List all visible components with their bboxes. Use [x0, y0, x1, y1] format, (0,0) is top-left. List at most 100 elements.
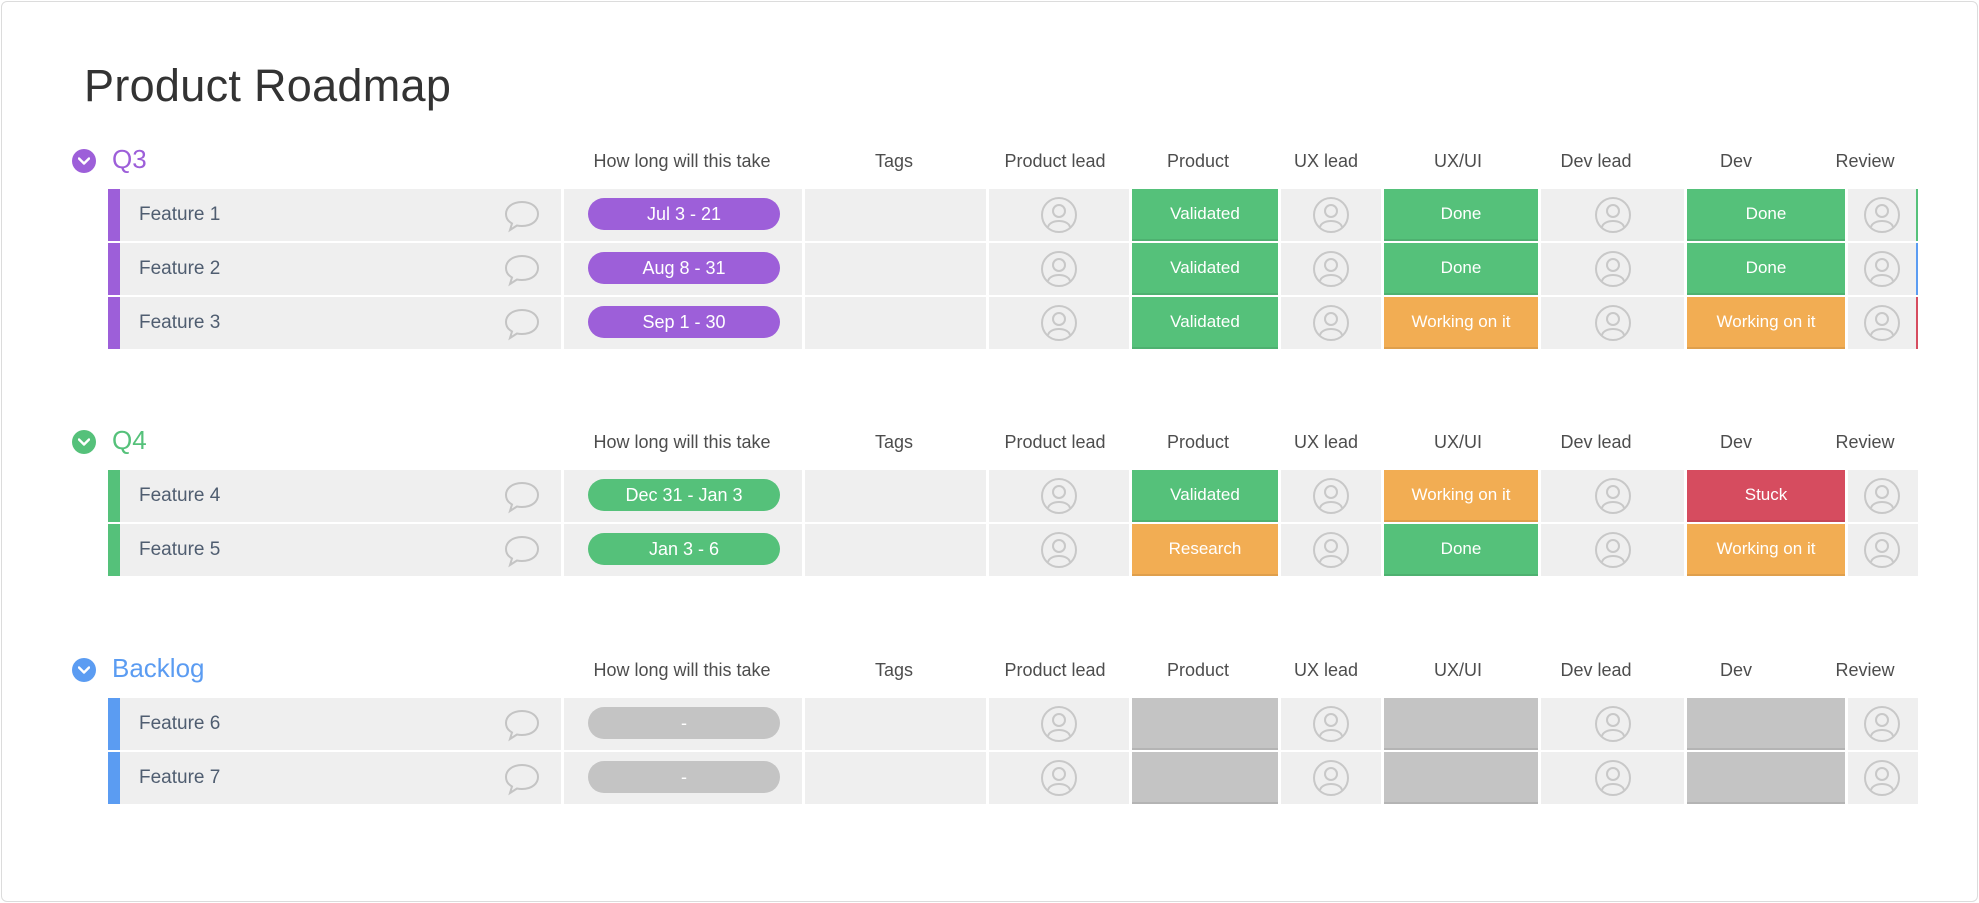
- person-avatar-icon[interactable]: [1594, 477, 1632, 515]
- uxui-status[interactable]: [1384, 698, 1538, 750]
- item-name-cell[interactable]: Feature 6: [108, 698, 561, 750]
- person-avatar-icon[interactable]: [1312, 304, 1350, 342]
- uxui-status[interactable]: Done: [1384, 524, 1538, 576]
- group-collapse-toggle[interactable]: [72, 658, 96, 682]
- column-header-review[interactable]: Review: [1835, 151, 1895, 171]
- timeline-pill[interactable]: Jan 3 - 6: [588, 533, 780, 565]
- column-header-product[interactable]: Product: [1166, 660, 1230, 680]
- timeline-pill[interactable]: Aug 8 - 31: [588, 252, 780, 284]
- column-header-product-lead[interactable]: Product lead: [1004, 151, 1106, 171]
- group-title[interactable]: Backlog: [112, 653, 205, 683]
- dev-status[interactable]: Done: [1687, 189, 1845, 241]
- column-header-product-lead[interactable]: Product lead: [1004, 660, 1106, 680]
- item-name[interactable]: Feature 1: [139, 204, 221, 225]
- timeline-pill[interactable]: Dec 31 - Jan 3: [588, 479, 780, 511]
- person-avatar-icon[interactable]: [1312, 196, 1350, 234]
- person-avatar-icon[interactable]: [1040, 705, 1078, 743]
- group-title[interactable]: Q4: [112, 425, 147, 455]
- column-header-ux-ui[interactable]: UX/UI: [1433, 432, 1482, 452]
- person-avatar-icon[interactable]: [1040, 304, 1078, 342]
- column-header-product[interactable]: Product: [1166, 151, 1230, 171]
- column-header-ux-lead[interactable]: UX lead: [1293, 660, 1359, 680]
- item-name[interactable]: Feature 7: [139, 767, 221, 788]
- person-avatar-icon[interactable]: [1594, 196, 1632, 234]
- dev-status[interactable]: [1687, 698, 1845, 750]
- cell-tags[interactable]: [805, 752, 986, 804]
- person-avatar-icon[interactable]: [1040, 196, 1078, 234]
- item-name[interactable]: Feature 3: [139, 312, 221, 333]
- uxui-status[interactable]: Working on it: [1384, 470, 1538, 522]
- uxui-status[interactable]: Done: [1384, 189, 1538, 241]
- column-header-ux-lead[interactable]: UX lead: [1293, 432, 1359, 452]
- column-header-tags[interactable]: Tags: [874, 151, 914, 171]
- column-header-ux-ui[interactable]: UX/UI: [1433, 151, 1482, 171]
- product-status[interactable]: Validated: [1132, 470, 1278, 522]
- item-name[interactable]: Feature 6: [139, 713, 221, 734]
- column-header-product-lead[interactable]: Product lead: [1004, 432, 1106, 452]
- cell-tags[interactable]: [805, 297, 986, 349]
- chat-bubble-icon[interactable]: [503, 708, 541, 742]
- person-avatar-icon[interactable]: [1312, 759, 1350, 797]
- column-header-ux-ui[interactable]: UX/UI: [1433, 660, 1482, 680]
- timeline-pill[interactable]: Jul 3 - 21: [588, 198, 780, 230]
- person-avatar-icon[interactable]: [1594, 250, 1632, 288]
- column-header-dev-lead[interactable]: Dev lead: [1560, 660, 1632, 680]
- cell-tags[interactable]: [805, 470, 986, 522]
- column-header-tags[interactable]: Tags: [874, 660, 914, 680]
- person-avatar-icon[interactable]: [1312, 477, 1350, 515]
- dev-status[interactable]: [1687, 752, 1845, 804]
- person-avatar-icon[interactable]: [1863, 705, 1901, 743]
- column-header-dev[interactable]: Dev: [1719, 432, 1752, 452]
- product-status[interactable]: [1132, 752, 1278, 804]
- cell-tags[interactable]: [805, 524, 986, 576]
- person-avatar-icon[interactable]: [1312, 531, 1350, 569]
- cell-tags[interactable]: [805, 243, 986, 295]
- person-avatar-icon[interactable]: [1594, 304, 1632, 342]
- chat-bubble-icon[interactable]: [503, 762, 541, 796]
- dev-status[interactable]: Working on it: [1687, 524, 1845, 576]
- timeline-pill[interactable]: -: [588, 761, 780, 793]
- product-status[interactable]: Validated: [1132, 243, 1278, 295]
- column-header-dev-lead[interactable]: Dev lead: [1560, 151, 1632, 171]
- person-avatar-icon[interactable]: [1040, 531, 1078, 569]
- group-title[interactable]: Q3: [112, 144, 147, 174]
- item-name[interactable]: Feature 2: [139, 258, 221, 279]
- product-status[interactable]: [1132, 698, 1278, 750]
- uxui-status[interactable]: Done: [1384, 243, 1538, 295]
- item-name-cell[interactable]: Feature 7: [108, 752, 561, 804]
- person-avatar-icon[interactable]: [1863, 250, 1901, 288]
- column-header-dev[interactable]: Dev: [1719, 660, 1752, 680]
- person-avatar-icon[interactable]: [1312, 705, 1350, 743]
- group-collapse-toggle[interactable]: [72, 149, 96, 173]
- product-status[interactable]: Validated: [1132, 189, 1278, 241]
- person-avatar-icon[interactable]: [1040, 250, 1078, 288]
- chat-bubble-icon[interactable]: [503, 199, 541, 233]
- person-avatar-icon[interactable]: [1594, 705, 1632, 743]
- dev-status[interactable]: Working on it: [1687, 297, 1845, 349]
- item-name[interactable]: Feature 4: [139, 485, 221, 506]
- column-header-tags[interactable]: Tags: [874, 432, 914, 452]
- chat-bubble-icon[interactable]: [503, 253, 541, 287]
- person-avatar-icon[interactable]: [1863, 759, 1901, 797]
- column-header-how-long-will-this-take[interactable]: How long will this take: [593, 660, 771, 680]
- item-name-cell[interactable]: Feature 3: [108, 297, 561, 349]
- column-header-ux-lead[interactable]: UX lead: [1293, 151, 1359, 171]
- product-status[interactable]: Validated: [1132, 297, 1278, 349]
- product-status[interactable]: Research: [1132, 524, 1278, 576]
- item-name-cell[interactable]: Feature 1: [108, 189, 561, 241]
- person-avatar-icon[interactable]: [1594, 759, 1632, 797]
- person-avatar-icon[interactable]: [1863, 304, 1901, 342]
- person-avatar-icon[interactable]: [1863, 531, 1901, 569]
- item-name[interactable]: Feature 5: [139, 539, 221, 560]
- cell-tags[interactable]: [805, 189, 986, 241]
- column-header-product[interactable]: Product: [1166, 432, 1230, 452]
- chat-bubble-icon[interactable]: [503, 534, 541, 568]
- item-name-cell[interactable]: Feature 4: [108, 470, 561, 522]
- chat-bubble-icon[interactable]: [503, 480, 541, 514]
- group-collapse-toggle[interactable]: [72, 430, 96, 454]
- item-name-cell[interactable]: Feature 5: [108, 524, 561, 576]
- person-avatar-icon[interactable]: [1312, 250, 1350, 288]
- chat-bubble-icon[interactable]: [503, 307, 541, 341]
- timeline-pill[interactable]: -: [588, 707, 780, 739]
- column-header-review[interactable]: Review: [1835, 660, 1895, 680]
